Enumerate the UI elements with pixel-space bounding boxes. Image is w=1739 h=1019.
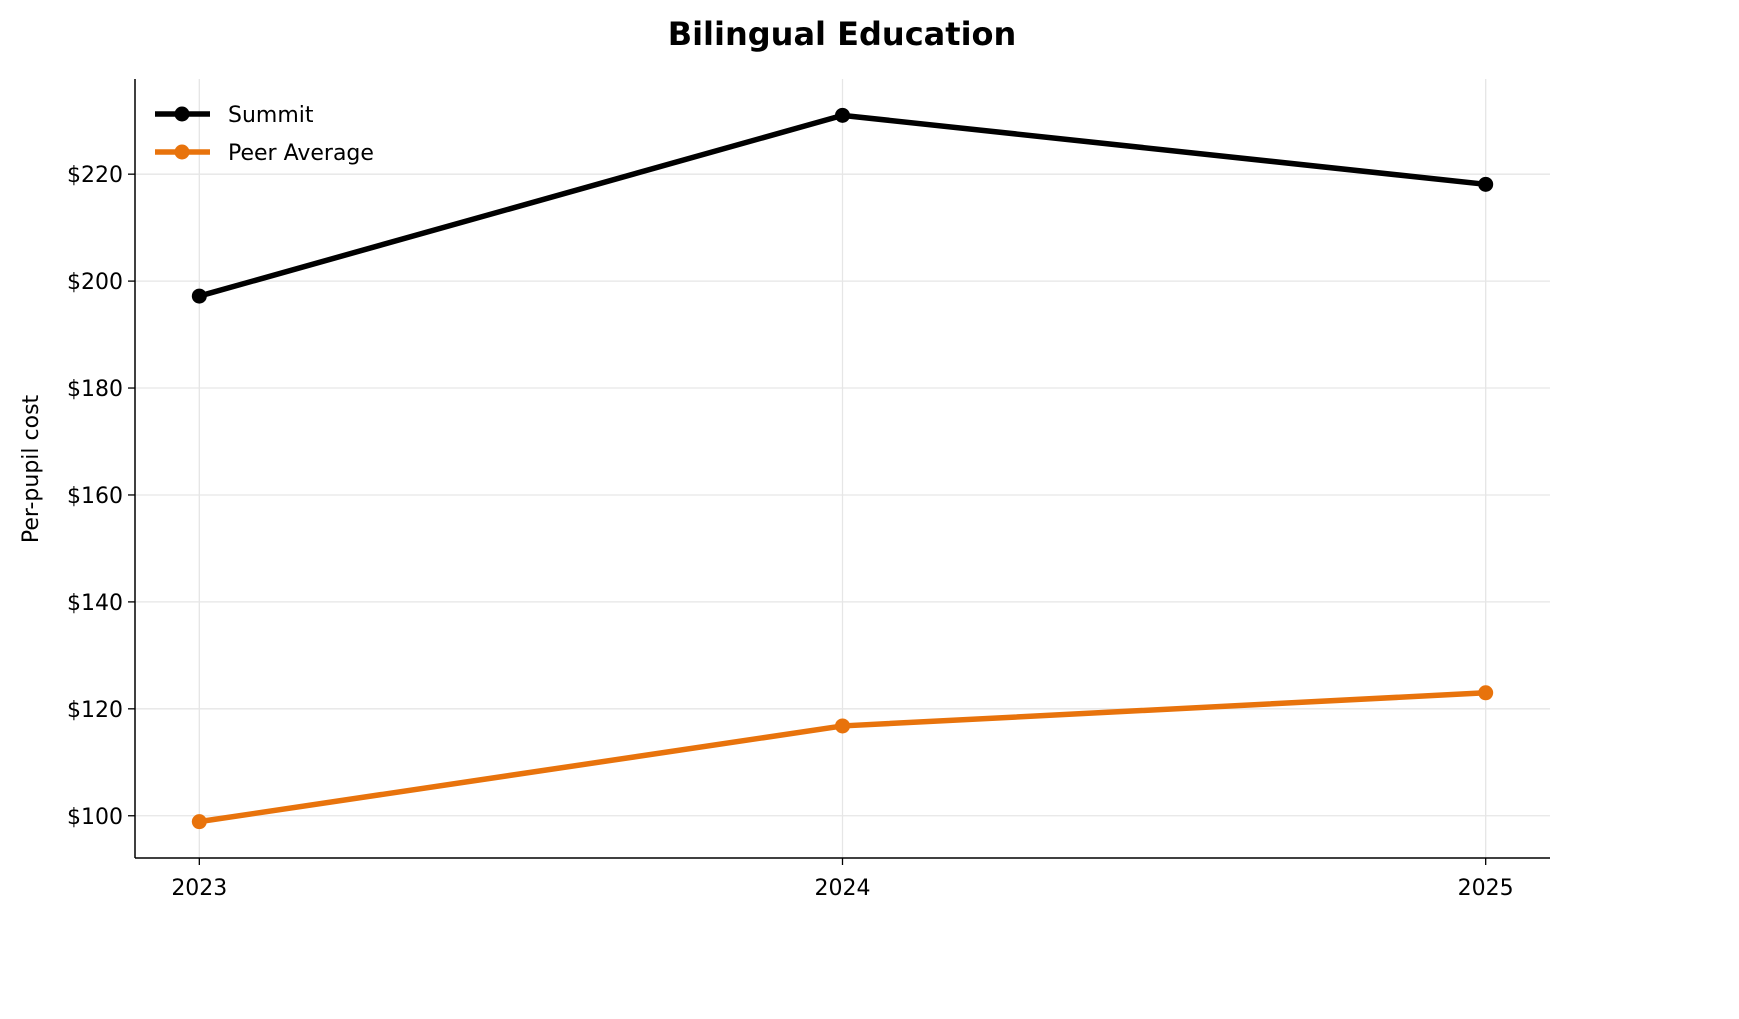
x-tick-label: 2024 — [815, 876, 871, 901]
y-axis-label: Per-pupil cost — [19, 394, 44, 543]
legend-marker — [174, 106, 190, 122]
data-point — [191, 288, 207, 304]
y-tick-label: $100 — [67, 805, 123, 830]
data-point — [1478, 685, 1494, 701]
data-point — [835, 107, 850, 123]
x-tick-label: 2023 — [171, 876, 227, 901]
x-tick-label: 2025 — [1458, 876, 1514, 901]
legend-marker — [174, 144, 190, 160]
data-point — [191, 814, 207, 830]
y-tick-label: $160 — [67, 484, 123, 509]
data-point — [1478, 176, 1494, 192]
y-tick-label: $200 — [67, 270, 123, 295]
y-tick-label: $220 — [67, 163, 123, 188]
chart-title: Bilingual Education — [668, 15, 1017, 53]
y-tick-label: $140 — [67, 591, 123, 616]
y-tick-label: $180 — [67, 377, 123, 402]
y-tick-label: $120 — [67, 698, 123, 723]
legend-label: Summit — [228, 103, 314, 128]
data-point — [835, 718, 850, 734]
legend-label: Peer Average — [228, 141, 374, 166]
